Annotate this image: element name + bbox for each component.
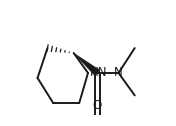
Text: O: O — [93, 99, 102, 112]
Text: N: N — [114, 67, 123, 80]
Text: HN: HN — [90, 67, 107, 80]
Polygon shape — [74, 53, 100, 76]
